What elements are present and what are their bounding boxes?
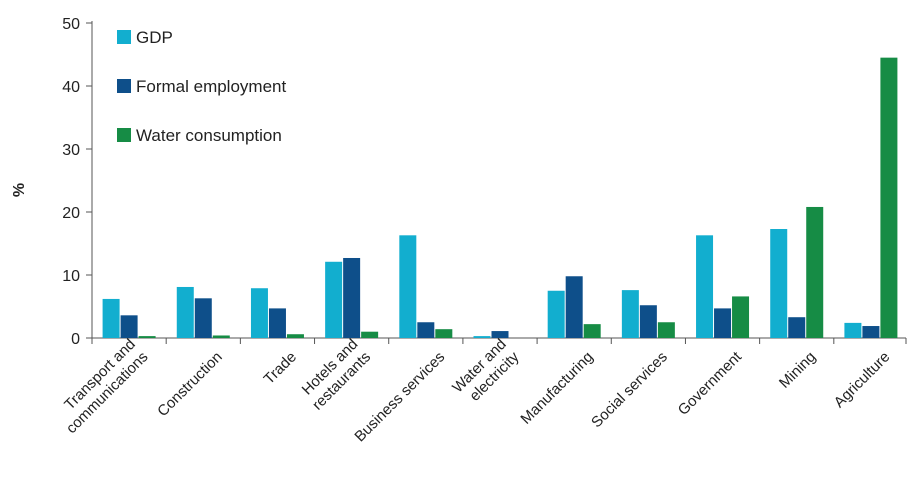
bars [102, 57, 898, 339]
bar-formal-employment [491, 331, 509, 338]
y-tick-label: 40 [62, 79, 80, 96]
category-label: Agriculture [831, 348, 894, 411]
category-label: Government [675, 348, 746, 419]
bar-water-consumption [732, 296, 750, 338]
y-tick-label: 30 [62, 142, 80, 159]
bar-formal-employment [639, 305, 657, 338]
bar-gdp [473, 336, 491, 338]
category-label: Trade [261, 348, 300, 387]
y-tick-label: 0 [71, 331, 80, 348]
bar-water-consumption [657, 322, 675, 338]
bar-formal-employment [268, 308, 286, 338]
legend-swatch [117, 79, 131, 93]
bar-gdp [547, 290, 565, 338]
bar-formal-employment [565, 276, 583, 338]
bar-gdp [399, 235, 417, 338]
y-tick-label: 10 [62, 268, 80, 285]
category-label: Construction [154, 348, 226, 420]
category-label: Hotels andrestaurants [296, 336, 374, 414]
category-label: Mining [776, 348, 819, 391]
category-label: Transport andcommunications [50, 336, 151, 437]
bar-formal-employment [862, 326, 880, 338]
legend-swatch [117, 30, 131, 44]
category-label: Water andelectricity [449, 335, 523, 409]
legend-label: GDP [136, 28, 173, 47]
bar-formal-employment [714, 308, 732, 338]
legend: GDP Formal employment Water consumption [117, 28, 286, 145]
bar-gdp [325, 261, 343, 338]
legend-label: Water consumption [136, 126, 282, 145]
bar-gdp [770, 229, 788, 338]
bar-gdp [102, 298, 120, 338]
bar-gdp [250, 288, 268, 338]
bar-gdp [696, 235, 714, 338]
bar-formal-employment [417, 322, 435, 338]
bar-water-consumption [212, 335, 230, 338]
legend-swatch [117, 128, 131, 142]
category-label: Manufacturing [517, 348, 596, 427]
bar-formal-employment [788, 317, 806, 338]
legend-label: Formal employment [136, 77, 286, 96]
y-axis: 0 10 20 30 40 50 [62, 16, 93, 348]
bar-water-consumption [880, 57, 898, 339]
bar-formal-employment [120, 315, 138, 338]
bar-gdp [621, 290, 639, 338]
bar-water-consumption [806, 206, 824, 338]
bar-water-consumption [138, 336, 156, 338]
bar-water-consumption [361, 331, 379, 338]
y-tick-label: 20 [62, 205, 80, 222]
y-tick-label: 50 [62, 16, 80, 33]
bar-water-consumption [583, 324, 601, 338]
bar-formal-employment [194, 298, 212, 338]
bar-formal-employment [343, 257, 361, 338]
bar-gdp [844, 322, 862, 338]
bar-water-consumption [286, 334, 304, 338]
category-labels: Transport andcommunications Construction T… [50, 335, 894, 446]
y-axis-label: % [11, 183, 28, 197]
bar-gdp [176, 286, 194, 338]
category-label: Social services [588, 348, 671, 431]
bar-water-consumption [435, 329, 453, 338]
